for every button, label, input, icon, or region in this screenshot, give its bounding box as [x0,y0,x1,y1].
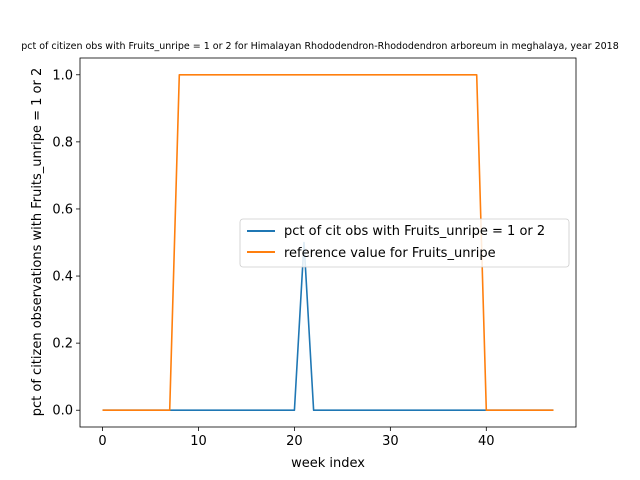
x-tick-label: 20 [286,434,303,449]
legend-entry-1: reference value for Fruits_unripe [284,246,496,261]
x-tick-label: 40 [478,434,495,449]
x-tick-label: 0 [98,434,106,449]
y-tick-label: 1.0 [52,68,73,83]
legend: pct of cit obs with Fruits_unripe = 1 or… [239,218,570,268]
x-tick-label: 10 [190,434,207,449]
y-axis-label: pct of citizen observations with Fruits_… [30,68,45,417]
y-tick-label: 0.6 [52,202,73,217]
series-line-0 [102,241,554,412]
y-tick-label: 0.2 [52,337,73,352]
plot-frame [79,57,577,428]
y-tick-label: 0.4 [52,270,73,285]
legend-entry-0: pct of cit obs with Fruits_unripe = 1 or… [284,224,545,239]
y-tick-label: 0.0 [52,404,73,419]
x-tick-label: 30 [382,434,399,449]
legend-box [239,218,570,268]
x-axis-label: week index [291,456,365,471]
series-line-1 [102,73,554,412]
chart-title: pct of citizen obs with Fruits_unripe = … [21,41,619,52]
y-tick-label: 0.8 [52,135,73,150]
